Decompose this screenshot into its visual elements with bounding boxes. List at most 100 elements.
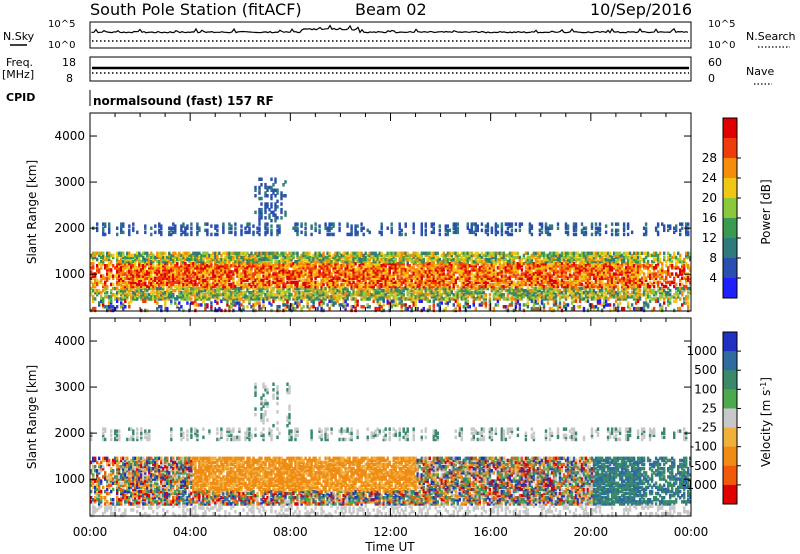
heat-cell [94,251,97,256]
heat-cell [198,278,201,282]
heat-cell [320,293,323,297]
heat-cell [350,295,353,299]
heat-cell [258,191,261,195]
heat-cell [286,288,289,293]
heat-cell [280,268,283,272]
heat-cell [140,284,143,289]
heat-cell [326,259,329,264]
heat-cell [382,299,385,303]
heat-cell [256,274,259,278]
heat-cell [112,274,115,278]
heat-cell [344,297,347,301]
heat-cell [260,196,263,201]
heat-cell [198,264,201,268]
heat-cell [194,251,197,256]
heat-cell [140,278,143,282]
heat-cell [308,262,311,266]
heat-cell [334,284,337,289]
heat-cell [204,284,207,289]
heat-cell [100,266,103,270]
heat-cell [314,228,317,233]
heat-cell [284,266,287,270]
heat-cell [268,268,271,272]
heat-cell [156,288,159,293]
heat-cell [268,272,271,276]
heat-cell [122,251,125,256]
heat-cell [366,257,369,262]
heat-cell [272,253,275,258]
heat-cell [172,266,175,270]
heat-cell [330,264,333,268]
heat-cell [132,295,135,299]
heat-cell [218,276,221,280]
heat-cell [186,226,189,230]
heat-cell [170,286,173,291]
heat-cell [216,270,219,274]
heat-cell [396,251,399,256]
heat-cell [260,262,263,266]
heat-cell [182,291,185,295]
heat-cell [304,286,307,291]
heat-cell [208,293,211,297]
heat-cell [376,266,379,270]
heat-cell [222,226,225,230]
heat-cell [106,284,109,289]
heat-cell [224,280,227,285]
heat-cell [144,295,147,299]
heat-cell [122,286,125,291]
heat-cell [190,255,193,260]
heat-cell [170,232,173,237]
heat-cell [272,297,275,301]
heat-cell [128,288,131,293]
heat-cell [326,284,329,289]
heat-cell [134,255,137,260]
heat-cell [234,222,237,226]
heat-cell [182,286,185,291]
heat-cell [310,278,313,282]
heat-cell [348,293,351,297]
heat-cell [276,280,279,285]
heat-cell [354,230,357,235]
heat-cell [354,257,357,262]
heat-cell [284,262,287,266]
heat-cell [238,259,241,264]
heat-cell [356,255,359,260]
heat-cell [398,253,401,258]
heat-cell [340,274,343,278]
heat-cell [370,255,373,260]
heat-cell [100,295,103,299]
heat-cell [116,276,119,280]
heat-cell [250,274,253,278]
heat-cell [358,270,361,274]
heat-cell [170,291,173,295]
heat-cell [308,268,311,272]
heat-cell [394,288,397,293]
heat-cell [112,293,115,297]
heat-cell [360,284,363,289]
heat-cell [432,303,435,307]
heat-cell [268,278,271,282]
heat-cell [220,268,223,272]
heat-cell [382,297,385,301]
heat-cell [250,272,253,276]
heat-cell [210,253,213,258]
heat-cell [266,202,269,206]
heat-cell [236,270,239,274]
heat-cell [216,253,219,258]
heat-cell [366,291,369,295]
heat-cell [208,272,211,276]
heat-cell [328,253,331,258]
heat-cell [150,278,153,282]
heat-cell [342,288,345,293]
heat-cell [356,274,359,278]
heat-cell [174,230,177,235]
heat-cell [146,255,149,260]
heat-cell [554,299,558,303]
heat-cell [250,280,253,285]
heat-cell [390,228,393,233]
heat-cell [340,295,343,299]
heat-cell [214,226,217,230]
heat-cell [374,259,377,264]
heat-cell [134,284,137,289]
heat-cell [114,295,117,299]
